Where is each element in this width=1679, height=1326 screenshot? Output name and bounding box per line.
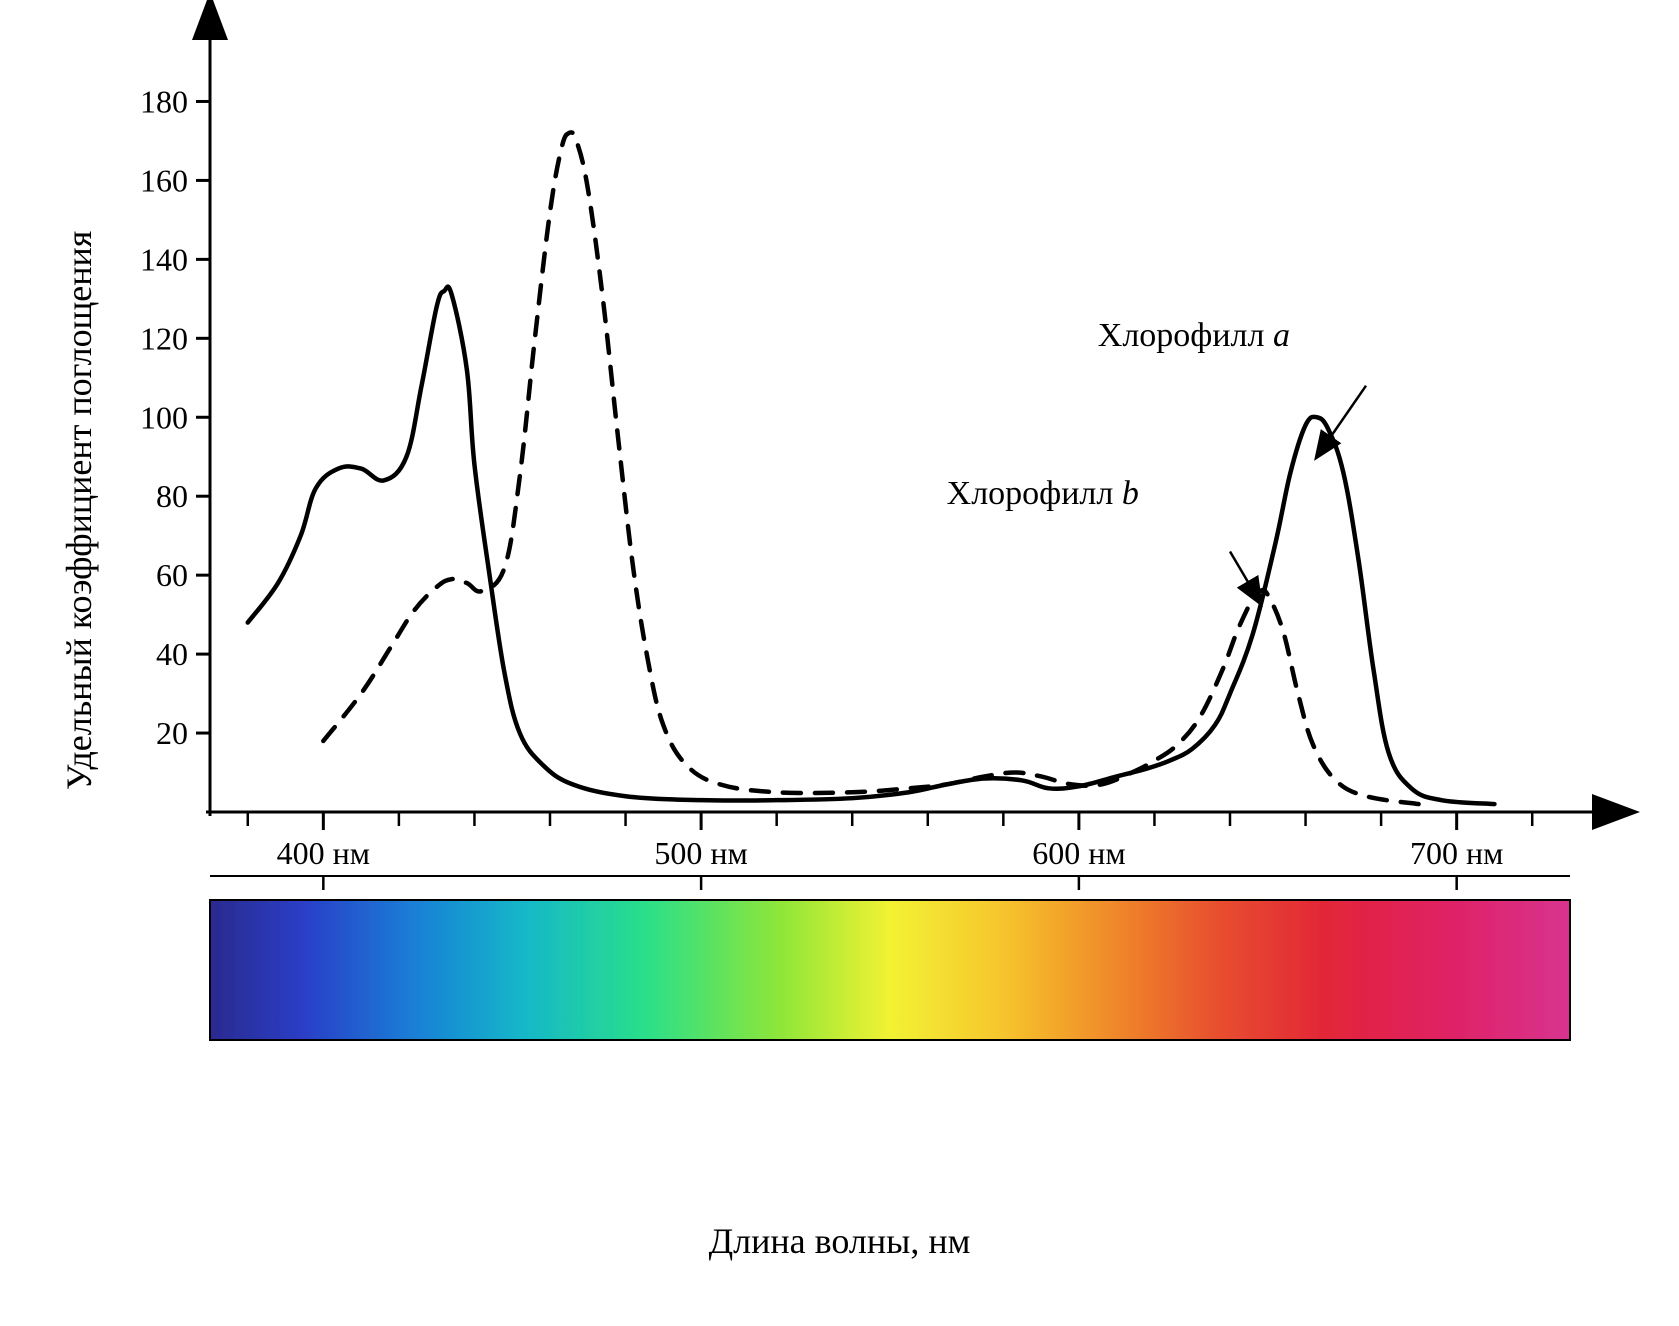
y-tick-label: 180 [140,83,188,119]
label-arrow-chlorophyll-b [1230,551,1260,602]
x-tick-label: 500 нм [654,835,747,871]
y-tick-label: 120 [140,320,188,356]
x-tick-label: 700 нм [1410,835,1503,871]
x-tick-label: 400 нм [277,835,370,871]
spectrum-rect [210,900,1570,1040]
y-tick-label: 140 [140,241,188,277]
y-tick-label: 100 [140,399,188,435]
x-tick-label: 600 нм [1032,835,1125,871]
label-chlorophyll-a: Хлорофилл a [1098,317,1290,354]
y-tick-label: 40 [156,636,188,672]
absorption-curves [248,132,1495,804]
x-axis-title: Длина волны, нм [0,1220,1679,1262]
y-axis-ticks: 20 40 60 80 100 120 140 160 180 [140,83,210,751]
y-tick-label: 20 [156,715,188,751]
label-chlorophyll-b: Хлорофилл b [947,475,1139,512]
y-tick-label: 160 [140,162,188,198]
curve-chlorophyll-b [323,132,1419,804]
curve-chlorophyll-a [248,287,1495,804]
y-tick-label: 80 [156,478,188,514]
y-tick-label: 60 [156,557,188,593]
absorption-chart: 20 40 60 80 100 120 140 160 180 400 нм 500 нм 600 … [0,0,1679,1326]
x-axis-ticks: 400 нм 500 нм 600 нм 700 нм [248,812,1532,871]
visible-spectrum-bar [210,876,1570,1040]
y-axis-title: Удельный коэффициент поглощения [58,231,100,790]
series-labels: Хлорофилл a Хлорофилл b [947,317,1366,603]
